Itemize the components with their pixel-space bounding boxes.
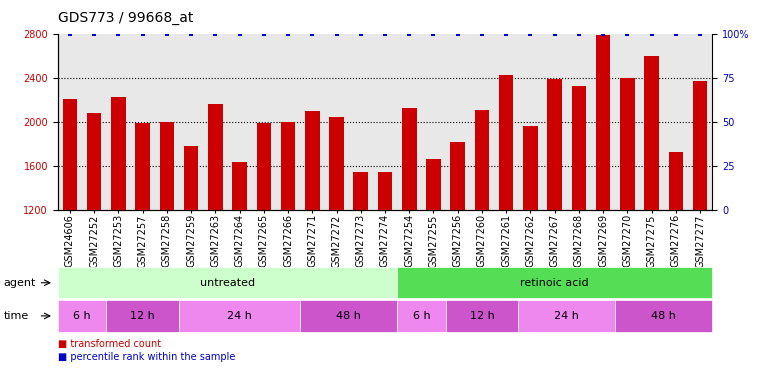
Point bbox=[500, 31, 512, 37]
Point bbox=[573, 31, 585, 37]
Bar bbox=[378, 172, 392, 210]
Bar bbox=[208, 104, 223, 210]
Point bbox=[161, 31, 173, 37]
Bar bbox=[281, 122, 296, 210]
Bar bbox=[305, 111, 320, 210]
Text: 24 h: 24 h bbox=[554, 311, 579, 321]
Bar bbox=[450, 142, 465, 210]
Text: ■ percentile rank within the sample: ■ percentile rank within the sample bbox=[58, 352, 235, 363]
Text: agent: agent bbox=[4, 278, 36, 288]
Point bbox=[427, 31, 440, 37]
Bar bbox=[111, 96, 126, 210]
Bar bbox=[523, 126, 537, 210]
Text: time: time bbox=[4, 311, 29, 321]
Point bbox=[670, 31, 682, 37]
Point bbox=[306, 31, 319, 37]
Bar bbox=[62, 99, 77, 210]
Point bbox=[379, 31, 391, 37]
Bar bbox=[87, 113, 102, 210]
Bar bbox=[159, 122, 174, 210]
Bar bbox=[402, 108, 417, 210]
Bar bbox=[184, 146, 199, 210]
Bar bbox=[547, 79, 562, 210]
Point bbox=[621, 31, 634, 37]
Text: 12 h: 12 h bbox=[130, 311, 155, 321]
Point bbox=[112, 31, 125, 37]
Text: 6 h: 6 h bbox=[73, 311, 91, 321]
Bar bbox=[233, 162, 247, 210]
Point bbox=[233, 31, 246, 37]
Point bbox=[136, 31, 149, 37]
Text: 12 h: 12 h bbox=[470, 311, 494, 321]
Point bbox=[597, 31, 609, 37]
Text: retinoic acid: retinoic acid bbox=[521, 278, 589, 288]
Point bbox=[355, 31, 367, 37]
Point bbox=[330, 31, 343, 37]
Bar bbox=[353, 172, 368, 210]
Point bbox=[548, 31, 561, 37]
Point bbox=[694, 31, 706, 37]
Text: 48 h: 48 h bbox=[336, 311, 361, 321]
Point bbox=[185, 31, 197, 37]
Text: untreated: untreated bbox=[200, 278, 255, 288]
Point bbox=[258, 31, 270, 37]
Bar bbox=[136, 123, 150, 210]
Text: 6 h: 6 h bbox=[413, 311, 430, 321]
Bar bbox=[474, 110, 489, 210]
Point bbox=[451, 31, 464, 37]
Bar bbox=[668, 152, 683, 210]
Point bbox=[209, 31, 222, 37]
Text: 48 h: 48 h bbox=[651, 311, 676, 321]
Bar bbox=[330, 117, 343, 210]
Point bbox=[88, 31, 100, 37]
Bar bbox=[571, 86, 586, 210]
Text: GDS773 / 99668_at: GDS773 / 99668_at bbox=[58, 11, 193, 25]
Point bbox=[645, 31, 658, 37]
Text: 24 h: 24 h bbox=[227, 311, 252, 321]
Bar bbox=[256, 123, 271, 210]
Bar bbox=[427, 159, 440, 210]
Point bbox=[64, 31, 76, 37]
Text: ■ transformed count: ■ transformed count bbox=[58, 339, 161, 350]
Point bbox=[524, 31, 537, 37]
Point bbox=[403, 31, 415, 37]
Bar bbox=[693, 81, 708, 210]
Bar bbox=[499, 75, 514, 210]
Point bbox=[282, 31, 294, 37]
Bar bbox=[620, 78, 634, 210]
Bar bbox=[596, 35, 611, 210]
Point bbox=[476, 31, 488, 37]
Bar bbox=[644, 56, 659, 210]
